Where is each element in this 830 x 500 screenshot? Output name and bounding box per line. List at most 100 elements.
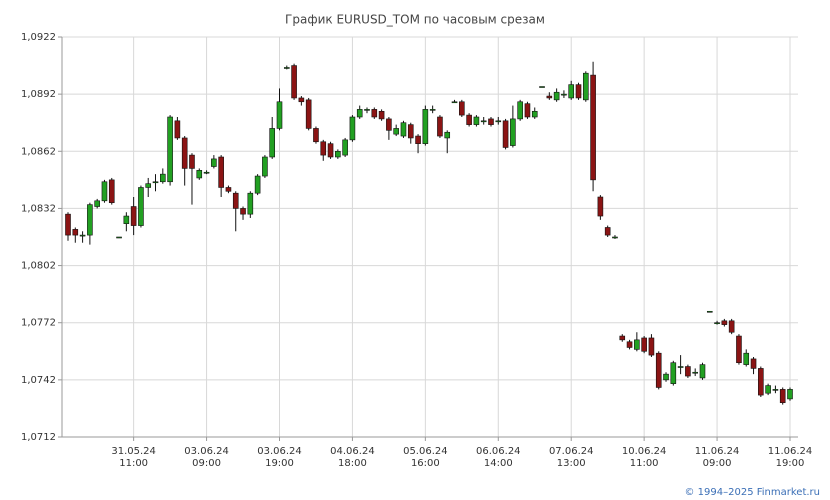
candle-body [130,206,137,226]
candle-body [145,183,152,188]
candle-body [750,358,757,369]
candle-body [116,236,122,239]
candle-body [400,122,407,137]
candle-body [437,116,443,137]
candle-body [743,352,750,365]
candle-body [79,234,86,237]
candle-body [677,366,684,368]
candle-body [714,322,720,325]
candle-body [517,101,523,120]
candle-body [327,143,334,158]
candle-body [641,337,647,352]
candle-body [378,110,385,120]
candle-body [138,187,144,226]
candle-body [502,120,509,148]
candle-body [386,118,392,131]
candle-body [575,84,582,99]
candle-body [247,192,254,215]
candle-body [313,128,319,143]
candle-body [342,139,348,156]
x-tick-label: 10.06.24 11:00 [622,446,667,469]
candle-body [473,116,480,125]
candle-body [240,208,246,215]
candle-body [393,128,399,135]
candle-body [619,335,626,341]
candle-body [364,109,370,111]
candle-body [305,99,312,129]
candle-body [108,179,115,204]
y-tick-label: 1,0802 [21,261,56,272]
candle-body [488,118,494,125]
y-tick-label: 1,0712 [21,432,56,443]
candle-body [167,116,173,183]
candle-body [495,120,502,123]
candle-body [736,335,742,364]
candle-body [94,200,100,207]
candle-body [692,371,698,374]
candle-body [670,362,677,384]
candle-body [181,137,188,169]
candle-body [291,65,297,99]
x-tick-label: 31.05.24 11:00 [111,446,156,469]
candle-body [765,385,771,394]
candle-body [123,215,130,224]
candle-body [422,109,429,144]
candle-body [211,158,217,167]
candle-body [356,109,363,118]
x-tick-label: 11.06.24 19:00 [768,446,813,469]
candle-body [407,124,414,139]
footer: © 1994–2025 Finmarket.ru [684,487,820,498]
x-tick-label: 06.06.24 14:00 [476,446,521,469]
candle-body [772,389,779,391]
candle-body [655,352,662,388]
candle-body [510,118,516,146]
candle-body [152,181,159,184]
y-tick-label: 1,0742 [21,375,56,386]
candle-body [189,154,195,169]
candle-body [415,135,421,144]
y-tick-label: 1,0922 [21,32,56,43]
x-tick-label: 05.06.24 16:00 [403,446,448,469]
candle-body [444,131,451,139]
candle-body [276,101,283,129]
candle-body [459,101,465,116]
candle-body [349,116,356,141]
candle-body [706,310,713,313]
candle-body [582,72,589,101]
candle-body [648,337,655,356]
candle-body [634,339,640,350]
candle-body [466,114,472,125]
candle-body [685,366,691,377]
candle-body [203,171,210,174]
candle-body [72,229,79,236]
candle-body [101,181,108,202]
y-tick-label: 1,0892 [21,89,56,100]
candle-body [524,103,531,118]
candle-body [225,187,232,192]
x-tick-label: 04.06.24 18:00 [330,446,375,469]
candle-body [298,97,305,103]
y-tick-label: 1,0862 [21,146,56,157]
candle-body [568,84,575,99]
candle-body [335,150,341,158]
candle-body [546,95,553,99]
candle-body [553,91,560,101]
x-tick-label: 07.06.24 13:00 [549,446,594,469]
candle-body [283,67,290,69]
candle-body [196,170,203,179]
x-tick-label: 11.06.24 09:00 [695,446,740,469]
candle-body [663,373,669,381]
y-tick-label: 1,0772 [21,318,56,329]
candle-body [87,204,93,236]
candle-body [65,213,71,236]
candle-body [174,120,181,139]
candle-body [480,120,487,123]
candle-body [604,227,611,236]
candle-body [590,74,596,181]
candle-body [429,109,436,111]
candle-body [451,101,458,104]
candle-body [320,141,327,156]
candle-body [531,110,538,118]
candle-body [597,196,604,217]
